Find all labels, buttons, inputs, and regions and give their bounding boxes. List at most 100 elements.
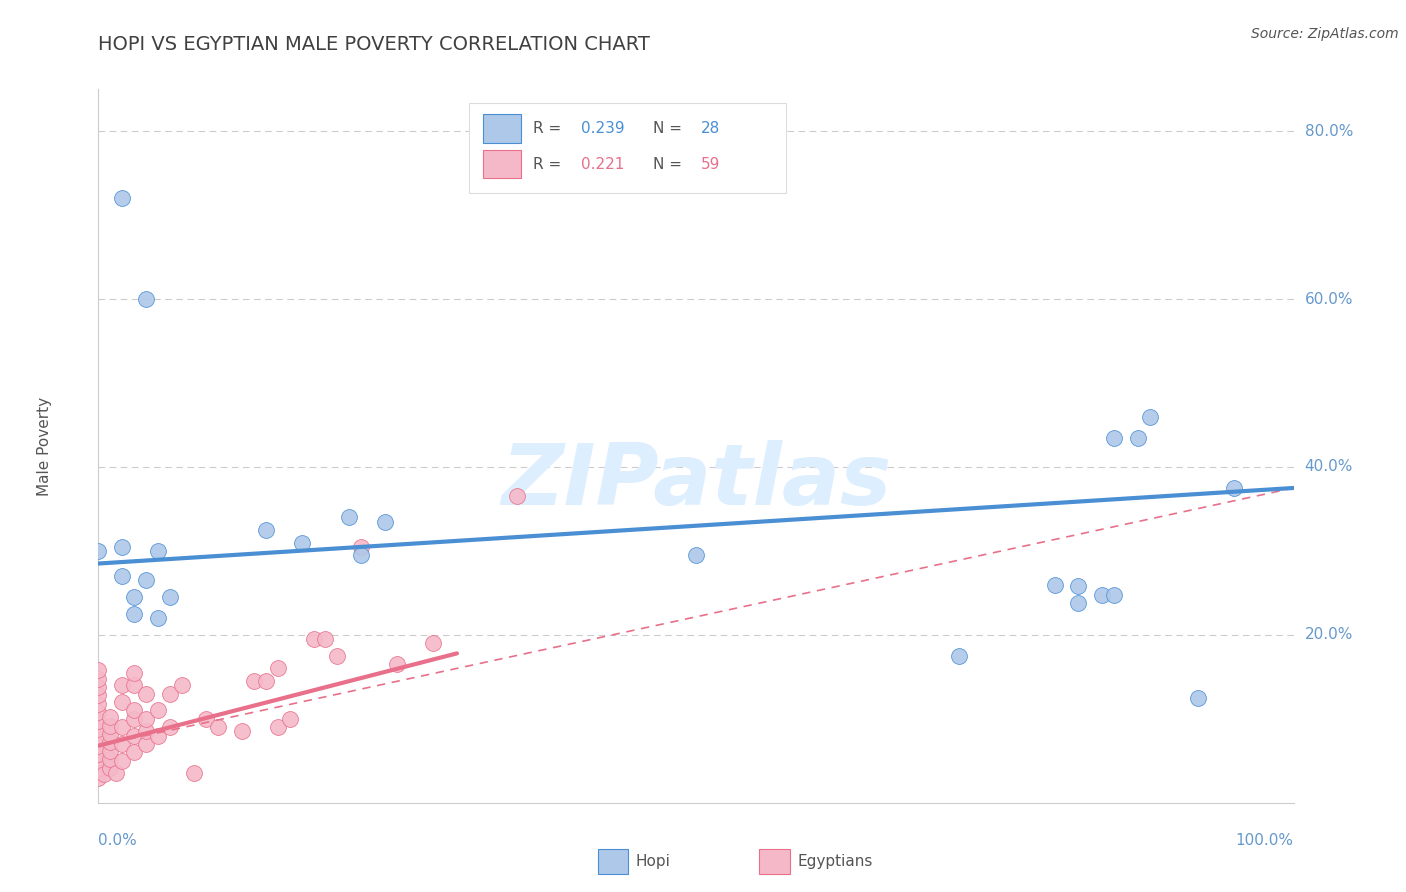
Text: ZIPatlas: ZIPatlas xyxy=(501,440,891,524)
Text: 20.0%: 20.0% xyxy=(1305,627,1353,642)
Point xyxy=(278,712,301,726)
Point xyxy=(422,636,444,650)
Point xyxy=(339,510,361,524)
Point xyxy=(87,762,110,776)
Text: N =: N = xyxy=(652,121,686,136)
Point xyxy=(1104,431,1126,445)
Point xyxy=(135,724,157,739)
Point xyxy=(124,746,146,760)
Text: N =: N = xyxy=(652,157,686,171)
Point xyxy=(98,718,122,732)
Point xyxy=(254,674,277,689)
Point xyxy=(948,648,970,663)
Point xyxy=(87,714,110,728)
Point xyxy=(87,756,110,770)
Point xyxy=(148,729,170,743)
Point xyxy=(207,720,229,734)
Point xyxy=(111,737,134,751)
Text: 80.0%: 80.0% xyxy=(1305,124,1353,138)
Point xyxy=(111,695,134,709)
Point xyxy=(374,515,396,529)
Point xyxy=(87,739,110,753)
Point xyxy=(87,663,110,677)
Point xyxy=(135,687,157,701)
Point xyxy=(1067,596,1090,610)
Point xyxy=(350,548,373,562)
Point xyxy=(315,632,337,646)
Point xyxy=(148,544,170,558)
Point xyxy=(111,720,134,734)
Text: 28: 28 xyxy=(700,121,720,136)
Point xyxy=(111,191,134,205)
Point xyxy=(98,744,122,758)
Point xyxy=(124,712,146,726)
Point xyxy=(98,735,122,749)
Point xyxy=(148,611,170,625)
Point xyxy=(98,727,122,741)
Point xyxy=(302,632,325,646)
Point xyxy=(172,678,194,692)
Point xyxy=(506,489,529,503)
Text: 40.0%: 40.0% xyxy=(1305,459,1353,475)
Point xyxy=(195,712,218,726)
Point xyxy=(87,672,110,686)
Point xyxy=(135,737,157,751)
Text: 0.239: 0.239 xyxy=(581,121,624,136)
Point xyxy=(159,720,181,734)
Point xyxy=(87,680,110,694)
Text: Male Poverty: Male Poverty xyxy=(37,396,52,496)
Point xyxy=(254,523,277,537)
Point xyxy=(135,292,157,306)
Point xyxy=(159,590,181,604)
Point xyxy=(111,569,134,583)
FancyBboxPatch shape xyxy=(484,150,522,178)
Point xyxy=(87,771,110,785)
Text: 0.221: 0.221 xyxy=(581,157,624,171)
Point xyxy=(105,765,128,780)
Point xyxy=(98,710,122,724)
FancyBboxPatch shape xyxy=(484,114,522,143)
Point xyxy=(124,665,146,680)
Point xyxy=(111,678,134,692)
Point xyxy=(98,760,122,774)
Point xyxy=(135,712,157,726)
Point xyxy=(1043,577,1066,591)
Text: R =: R = xyxy=(533,121,567,136)
Point xyxy=(385,657,409,672)
Point xyxy=(1067,579,1090,593)
Point xyxy=(124,729,146,743)
Point xyxy=(1128,431,1150,445)
Point xyxy=(87,722,110,736)
Point xyxy=(124,703,146,717)
Point xyxy=(1187,690,1209,705)
Point xyxy=(183,766,205,780)
Point xyxy=(87,697,110,711)
Point xyxy=(87,705,110,719)
Point xyxy=(93,767,115,781)
Point xyxy=(87,689,110,703)
Point xyxy=(111,540,134,554)
Point xyxy=(1223,481,1246,495)
Point xyxy=(124,678,146,692)
Point xyxy=(231,724,253,739)
Point xyxy=(87,731,110,745)
Point xyxy=(135,574,157,588)
FancyBboxPatch shape xyxy=(470,103,786,193)
Point xyxy=(326,648,349,663)
Text: HOPI VS EGYPTIAN MALE POVERTY CORRELATION CHART: HOPI VS EGYPTIAN MALE POVERTY CORRELATIO… xyxy=(98,35,651,54)
Text: Hopi: Hopi xyxy=(636,855,671,869)
Point xyxy=(685,548,707,562)
Point xyxy=(267,720,290,734)
Point xyxy=(124,607,146,621)
Point xyxy=(350,540,373,554)
Point xyxy=(267,661,290,675)
Point xyxy=(87,544,110,558)
Point xyxy=(87,747,110,761)
Text: Egyptians: Egyptians xyxy=(797,855,873,869)
Point xyxy=(111,754,134,768)
Point xyxy=(243,674,266,689)
Point xyxy=(1139,409,1161,424)
Point xyxy=(1104,588,1126,602)
Text: 100.0%: 100.0% xyxy=(1236,833,1294,848)
Text: Source: ZipAtlas.com: Source: ZipAtlas.com xyxy=(1251,27,1399,41)
